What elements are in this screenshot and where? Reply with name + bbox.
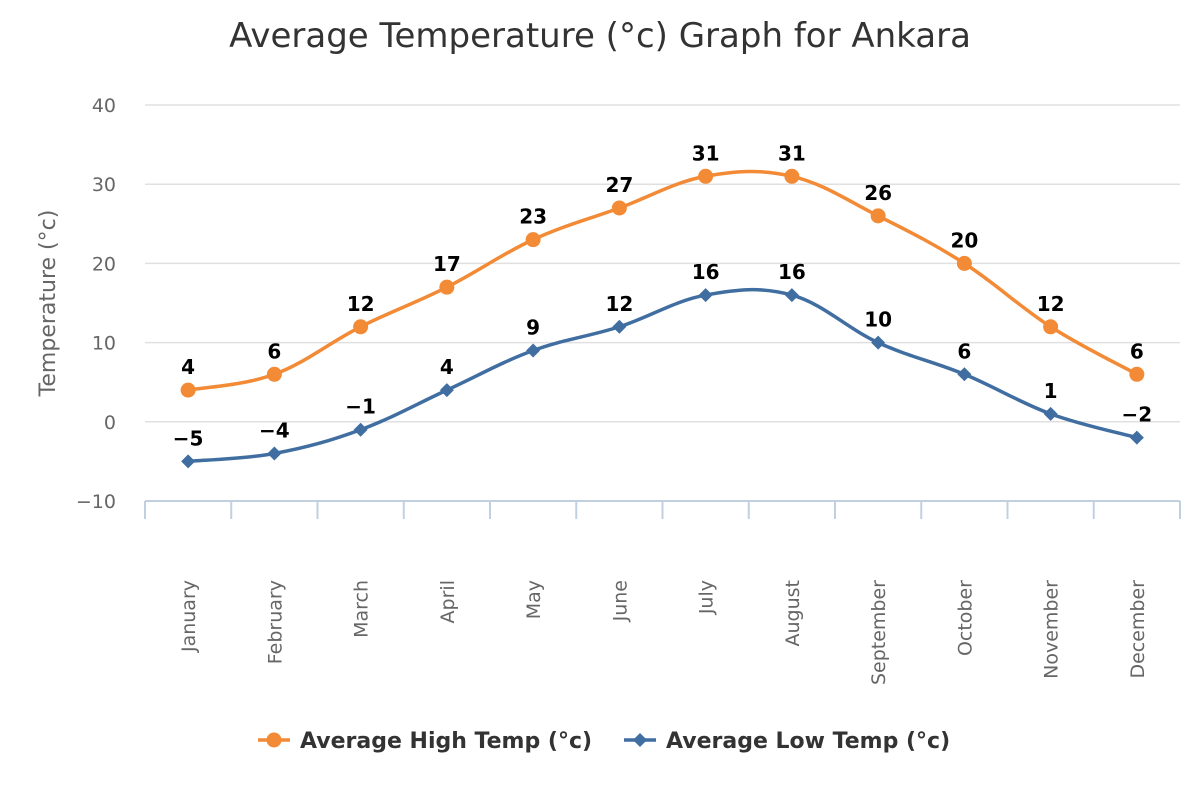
data-label: 1 — [1044, 379, 1058, 403]
x-tick-label: July — [696, 580, 718, 615]
x-tick-label: October — [954, 580, 976, 656]
data-point — [784, 168, 800, 184]
x-tick-label: December — [1127, 580, 1149, 679]
data-point — [1043, 406, 1058, 421]
data-point — [180, 382, 196, 398]
data-point — [871, 335, 886, 350]
data-point — [353, 422, 368, 437]
data-label: 17 — [433, 252, 461, 276]
data-label: 16 — [778, 260, 806, 284]
legend-label: Average Low Temp (°c) — [666, 729, 950, 754]
data-label: −1 — [345, 395, 376, 419]
data-label: 6 — [957, 339, 971, 363]
data-label: 26 — [864, 181, 892, 205]
data-point — [956, 255, 972, 271]
data-label: 16 — [692, 260, 720, 284]
data-label: 4 — [440, 355, 454, 379]
series-group — [180, 168, 1145, 469]
data-point — [957, 367, 972, 382]
data-label: −4 — [259, 418, 290, 442]
x-tick-label: February — [264, 580, 286, 664]
data-point — [1129, 430, 1144, 445]
data-point — [525, 232, 541, 248]
data-label: 23 — [519, 205, 547, 229]
y-tick-label: 0 — [104, 412, 116, 434]
data-label: 12 — [605, 292, 633, 316]
data-label: −2 — [1122, 403, 1153, 427]
y-tick-label: 10 — [92, 333, 116, 355]
data-label: 9 — [526, 316, 540, 340]
data-label: 31 — [778, 141, 806, 165]
data-point — [698, 288, 713, 303]
data-label: 31 — [692, 141, 720, 165]
chart-title: Average Temperature (°c) Graph for Ankar… — [229, 16, 971, 56]
data-point — [526, 343, 541, 358]
legend: Average High Temp (°c) Average Low Temp (… — [258, 729, 950, 754]
data-point — [612, 319, 627, 334]
legend-marker — [633, 733, 647, 747]
series-line — [187, 169, 1138, 392]
data-point — [267, 446, 282, 461]
y-tick-label: −10 — [76, 491, 116, 513]
grid-lines — [145, 104, 1180, 423]
data-point — [181, 454, 196, 469]
data-point — [1043, 319, 1059, 335]
y-axis-title: Temperature (°c) — [36, 210, 61, 398]
data-point — [870, 208, 886, 224]
data-point — [439, 279, 455, 295]
data-label: 10 — [864, 308, 892, 332]
data-point — [784, 288, 799, 303]
data-label: 6 — [1130, 339, 1144, 363]
y-tick-label: 40 — [92, 95, 116, 117]
x-tick-label: April — [437, 580, 459, 623]
data-label: 20 — [950, 228, 978, 252]
y-tick-label: 30 — [92, 174, 116, 196]
x-tick-label: January — [178, 580, 200, 653]
data-label: 27 — [605, 173, 633, 197]
data-label: 12 — [1037, 292, 1065, 316]
series-line — [187, 287, 1138, 464]
data-label: 6 — [267, 339, 281, 363]
data-point — [611, 200, 627, 216]
x-tick-label: November — [1041, 580, 1063, 679]
x-tick-label: September — [868, 580, 890, 685]
data-label: 4 — [181, 355, 195, 379]
y-tick-label: 20 — [92, 253, 116, 275]
x-tick-label: August — [782, 580, 804, 647]
data-point — [439, 383, 454, 398]
data-label: −5 — [173, 426, 204, 450]
data-point — [353, 319, 369, 335]
x-tick-label: May — [523, 580, 545, 619]
x-tick-label: March — [351, 580, 373, 638]
data-point — [266, 366, 282, 382]
data-point — [1129, 366, 1145, 382]
x-axis: January February March April May June July Augu… — [144, 500, 1181, 685]
y-axis-ticks: −10 0 10 20 30 40 — [76, 95, 116, 513]
legend-marker — [266, 732, 282, 748]
legend-label: Average High Temp (°c) — [300, 729, 592, 754]
x-tick-label: June — [609, 580, 631, 622]
data-point — [698, 168, 714, 184]
data-label: 12 — [347, 292, 375, 316]
data-labels: 4 6 12 17 23 27 31 31 26 20 12 6 −5 −4 −1 4 9 12 16 16 10 6 1 −… — [173, 141, 1152, 450]
